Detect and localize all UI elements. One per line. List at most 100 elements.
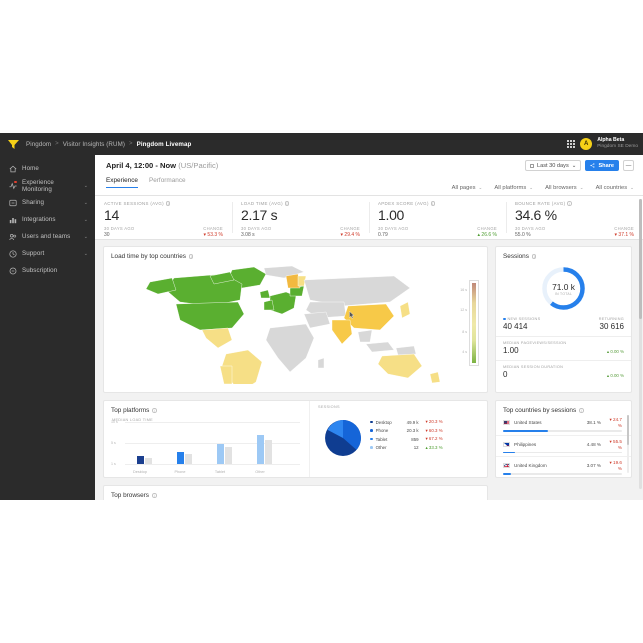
share-button[interactable]: Share [585,160,619,171]
countries-scrollbar-thumb[interactable] [627,415,629,445]
kpi-change-value: ▴ 26.6 % [477,232,497,238]
sidebar-item-label: Home [22,165,39,172]
info-icon[interactable]: i [152,408,157,413]
legend-item-tablet[interactable]: Tablet 859 ▾ 67.2 % [370,436,443,442]
table-row[interactable]: United States 38.1 % ▾ 24.7 % [496,414,631,436]
chevron-down-icon[interactable]: ⌄ [83,233,88,240]
sessions-donut[interactable]: 71.0 k IN TOTAL [540,265,587,312]
subscription-icon [9,267,17,275]
bar-chart-plot: 10 s 5 s 1 s [111,420,300,466]
chevron-down-icon: ⌄ [529,185,534,190]
legend-swatch [370,437,373,441]
filter-label: All countries [595,185,628,191]
filter-all-platforms[interactable]: All platforms ⌄ [494,185,533,191]
new-sessions-value: 40 414 [503,322,528,331]
country-bar-track [503,430,622,432]
legend-label: Tablet [375,436,388,442]
sessions-pie[interactable] [324,419,362,457]
page-scrollbar-track[interactable] [639,199,642,489]
sidebar-item-label: Subscription [22,267,58,274]
filter-all-pages[interactable]: All pages ⌄ [452,185,483,191]
bar-previous [185,454,192,464]
kpi-active-sessions: ACTIVE SESSIONS (AVG) i 14 30 DAYS AGO 3… [95,196,232,239]
kpi-label-wrap: APDEX SCORE (AVG) i [378,201,497,206]
info-icon[interactable]: i [531,254,537,259]
card-title-text: Top platforms [111,407,150,414]
left-column: Load time by top countries i [103,246,488,500]
info-icon[interactable]: i [579,408,584,413]
user-menu[interactable]: Alpha Beta Pingdom SE Demo [597,137,638,149]
median-pageviews-value: 1.00 [503,346,519,355]
chevron-down-icon[interactable]: ⌄ [83,216,88,223]
info-icon[interactable]: i [284,201,290,206]
x-axis-label: Desktop [133,470,147,474]
avatar[interactable]: A [580,138,593,150]
kpi-change-value: ▾ 29.4 % [340,232,360,238]
main-content: April 4, 12:00 - Now (US/Pacific) Last 3… [95,155,643,500]
sessions-donut-wrap: 71.0 k IN TOTAL [496,265,631,312]
bar-group-phone[interactable] [177,452,192,464]
kpi-row: ACTIVE SESSIONS (AVG) i 14 30 DAYS AGO 3… [95,196,643,240]
ph-flag-icon [503,441,510,447]
info-icon[interactable]: i [165,201,171,206]
countries-scrollbar-track[interactable] [627,415,629,473]
chevron-down-icon[interactable]: ⌄ [83,250,88,257]
median-duration-values: 0 ▴ 0.00 % [503,369,624,379]
page-scrollbar-thumb[interactable] [639,199,642,319]
card-title: Top platforms i [104,401,309,414]
breadcrumb-item-pingdom[interactable]: Pingdom [26,140,52,148]
grid-apps-icon[interactable] [567,140,576,148]
legend-item-other[interactable]: Other 12 ▴ 33.3 % [370,445,443,451]
bar-group-desktop[interactable] [137,456,152,464]
tab-experience[interactable]: Experience [106,177,138,188]
kpi-prev-value: 0.79 [378,232,388,238]
sidebar-item-integrations[interactable]: Integrations ⌄ [0,211,95,228]
sidebar-item-sharing[interactable]: Sharing ⌄ [0,194,95,211]
kpi-prev-label: 30 DAYS AGO [515,226,546,231]
info-icon[interactable]: i [188,254,194,259]
world-map[interactable]: 16 s 12 s 8 s 4 s [104,260,487,386]
kpi-label: BOUNCE RATE (AVG) [515,201,566,206]
map-legend-tick: 8 s [462,330,467,334]
sidebar-item-support[interactable]: Support ⌄ [0,245,95,262]
tab-performance[interactable]: Performance [148,177,186,184]
pingdom-logo[interactable] [0,139,26,150]
bar-previous [145,458,152,464]
kpi-value: 1.00 [378,207,405,223]
date-range-picker[interactable]: Last 30 days ⌄ [525,160,582,171]
table-row[interactable]: United Kingdom 3.07 % ▾ 19.6 % [496,457,631,477]
info-icon[interactable]: i [430,201,436,206]
pie-svg [325,420,361,456]
breadcrumb-item-visitor-insights[interactable]: Visitor Insights (RUM) [62,140,125,148]
sidebar-item-subscription[interactable]: Subscription [0,262,95,279]
legend-item-desktop[interactable]: Desktop 49.9 k ▾ 20.3 % [370,419,443,425]
card-title-text: Top countries by sessions [503,407,577,414]
more-options-button[interactable]: — [623,160,634,171]
new-sessions-label-wrap: NEW SESSIONS [503,317,540,321]
x-axis-label: Tablet [214,470,226,474]
chevron-down-icon[interactable]: ⌄ [83,182,88,189]
median-pageviews-row: MEDIAN PAGEVIEWS/SESSION 1.00 ▴ 0.00 % [496,336,631,355]
chevron-down-icon[interactable]: ⌄ [83,199,88,206]
bar-group-tablet[interactable] [217,444,232,464]
integrations-icon [9,216,17,224]
filter-all-countries[interactable]: All countries ⌄ [596,185,634,191]
median-pageviews-change: ▴ 0.00 % [606,349,624,354]
filter-all-browsers[interactable]: All browsers ⌄ [545,185,583,191]
sidebar-item-experience-monitoring[interactable]: Experience Monitoring ⌄ [0,177,95,194]
sidebar-item-label: Integrations [22,216,56,223]
legend-item-phone[interactable]: Phone 20.3 k ▾ 60.3 % [370,428,443,434]
table-row[interactable]: Philippines 4.48 % ▾ 55.5 % [496,436,631,458]
chevron-down-icon: ⌄ [579,185,584,190]
chart-subtitle: MEDIAN LOAD TIME [112,418,154,422]
us-flag-icon [503,420,510,425]
more-icon: — [625,162,632,169]
sidebar-item-users-and-teams[interactable]: Users and teams ⌄ [0,228,95,245]
bar-group-other[interactable] [257,435,272,464]
bar-previous [225,447,232,464]
load-time-map-card: Load time by top countries i [103,246,488,393]
info-icon[interactable]: i [152,493,157,498]
donut-value: 71.0 k [552,281,575,292]
info-icon[interactable]: i [567,201,572,206]
sidebar-item-home[interactable]: Home [0,160,95,177]
